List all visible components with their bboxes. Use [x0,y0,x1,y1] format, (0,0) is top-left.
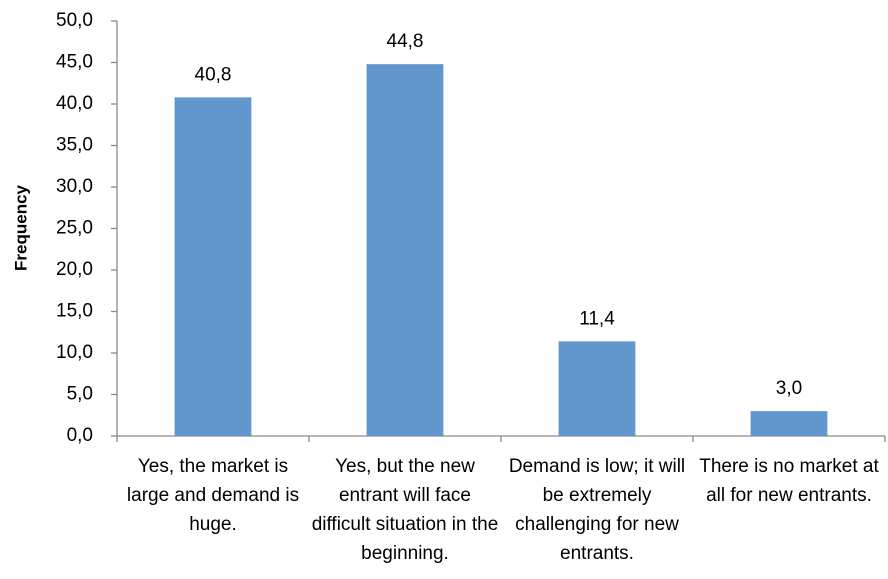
x-tick-label: Yes, but the new entrant will face diffi… [311,456,499,564]
data-label: 3,0 [776,378,802,399]
y-tick-label: 40,0 [56,93,93,114]
y-tick-label: 50,0 [56,10,93,31]
y-tick-label: 30,0 [56,176,93,197]
y-tick-label: 45,0 [56,52,93,73]
bar [558,341,636,436]
y-tick-label: 10,0 [56,342,93,363]
y-tick-label: 15,0 [56,301,93,322]
bar [750,411,828,436]
data-label: 11,4 [579,308,615,329]
y-axis-label: Frequency [11,184,30,271]
y-tick-label: 20,0 [56,259,93,280]
x-tick-label: Yes, the market is large and demand is h… [126,456,300,535]
y-tick-label: 25,0 [56,218,93,239]
data-label: 44,8 [387,31,424,52]
y-tick-label: 35,0 [56,135,93,156]
bar [174,97,252,437]
y-tick-label: 5,0 [67,384,93,405]
x-tick-label: There is no market at all for new entran… [699,456,879,506]
y-tick-label: 0,0 [67,425,93,446]
x-tick-label: Demand is low; it will be extremely chal… [508,456,686,564]
data-label: 40,8 [195,64,232,85]
bar [366,64,444,436]
